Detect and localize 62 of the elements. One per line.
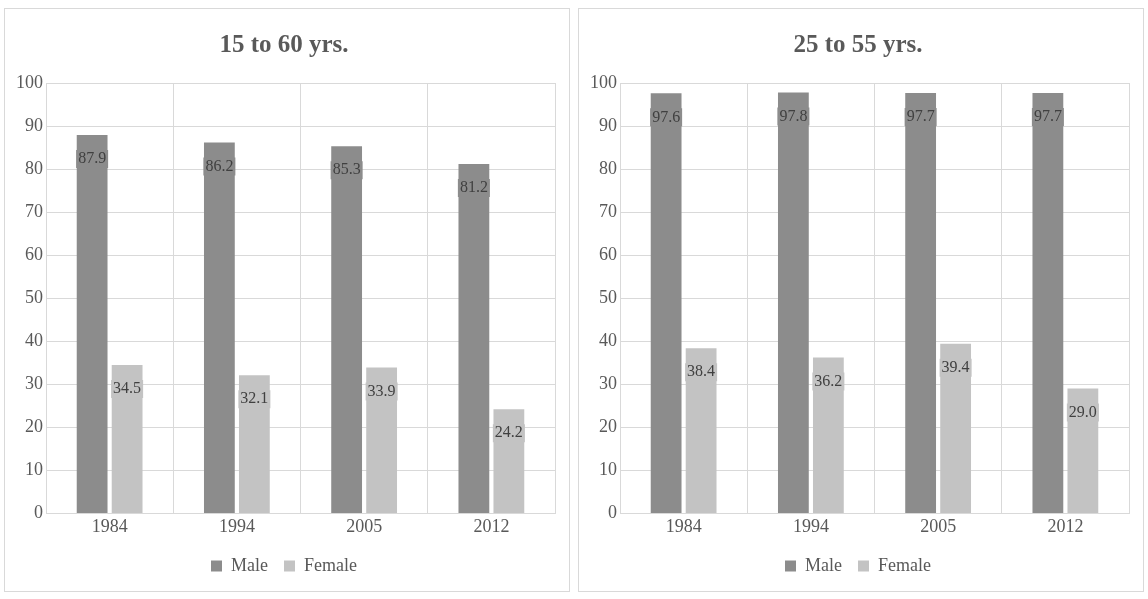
chart-title: 15 to 60 yrs. [219, 30, 349, 58]
y-tick-label: 60 [599, 243, 617, 264]
y-tick-label: 100 [16, 71, 43, 92]
bar [650, 93, 682, 513]
y-tick-label: 10 [599, 459, 617, 480]
data-label: 97.6 [652, 107, 681, 125]
legend-label: Female [878, 554, 931, 575]
data-label: 34.5 [113, 379, 142, 397]
x-tick-label: 1984 [665, 515, 702, 536]
y-tick-label: 40 [599, 329, 617, 350]
data-label: 38.4 [687, 362, 716, 380]
data-label: 87.9 [78, 149, 107, 167]
y-tick-label: 50 [599, 286, 617, 307]
data-label: 86.2 [205, 156, 234, 174]
bar [685, 348, 717, 513]
y-tick-label: 100 [590, 71, 617, 92]
y-tick-label: 60 [25, 243, 43, 264]
y-tick-label: 50 [25, 286, 43, 307]
y-tick-label: 40 [25, 329, 43, 350]
bar [331, 146, 363, 513]
bar [76, 135, 108, 513]
x-tick-label: 2012 [1047, 515, 1084, 536]
chart-title: 25 to 55 yrs. [793, 30, 923, 58]
data-label: 36.2 [814, 371, 843, 389]
legend-label: Male [231, 554, 269, 575]
bar [905, 92, 937, 513]
data-label: 81.2 [459, 178, 488, 196]
y-tick-label: 90 [25, 114, 43, 135]
y-tick-label: 20 [599, 416, 617, 437]
bar [940, 343, 972, 513]
legend-label: Male [805, 554, 843, 575]
y-tick-label: 90 [599, 114, 617, 135]
bar [458, 163, 490, 513]
x-tick-label: 1994 [792, 515, 829, 536]
data-label: 29.0 [1068, 402, 1097, 420]
y-tick-label: 30 [599, 373, 617, 394]
bar [1032, 92, 1064, 513]
x-tick-label: 2012 [473, 515, 510, 536]
y-tick-label: 0 [608, 502, 617, 523]
data-label: 32.1 [240, 389, 269, 407]
data-label: 85.3 [332, 160, 361, 178]
y-tick-label: 80 [599, 157, 617, 178]
data-label: 39.4 [941, 358, 970, 376]
y-tick-label: 70 [599, 200, 617, 221]
data-label: 97.7 [906, 107, 935, 125]
y-tick-label: 0 [34, 502, 43, 523]
y-tick-label: 80 [25, 157, 43, 178]
data-label: 97.8 [779, 106, 808, 124]
legend-label: Female [304, 554, 357, 575]
y-tick-label: 10 [25, 459, 43, 480]
y-tick-label: 20 [25, 416, 43, 437]
x-tick-label: 2005 [346, 515, 383, 536]
y-tick-label: 30 [25, 373, 43, 394]
data-label: 97.7 [1033, 107, 1062, 125]
data-label: 24.2 [494, 423, 523, 441]
x-tick-label: 1984 [91, 515, 128, 536]
bar [203, 142, 235, 513]
y-tick-label: 70 [25, 200, 43, 221]
bar [777, 92, 809, 513]
x-tick-label: 2005 [920, 515, 957, 536]
data-label: 33.9 [367, 381, 396, 399]
x-tick-label: 1994 [218, 515, 255, 536]
